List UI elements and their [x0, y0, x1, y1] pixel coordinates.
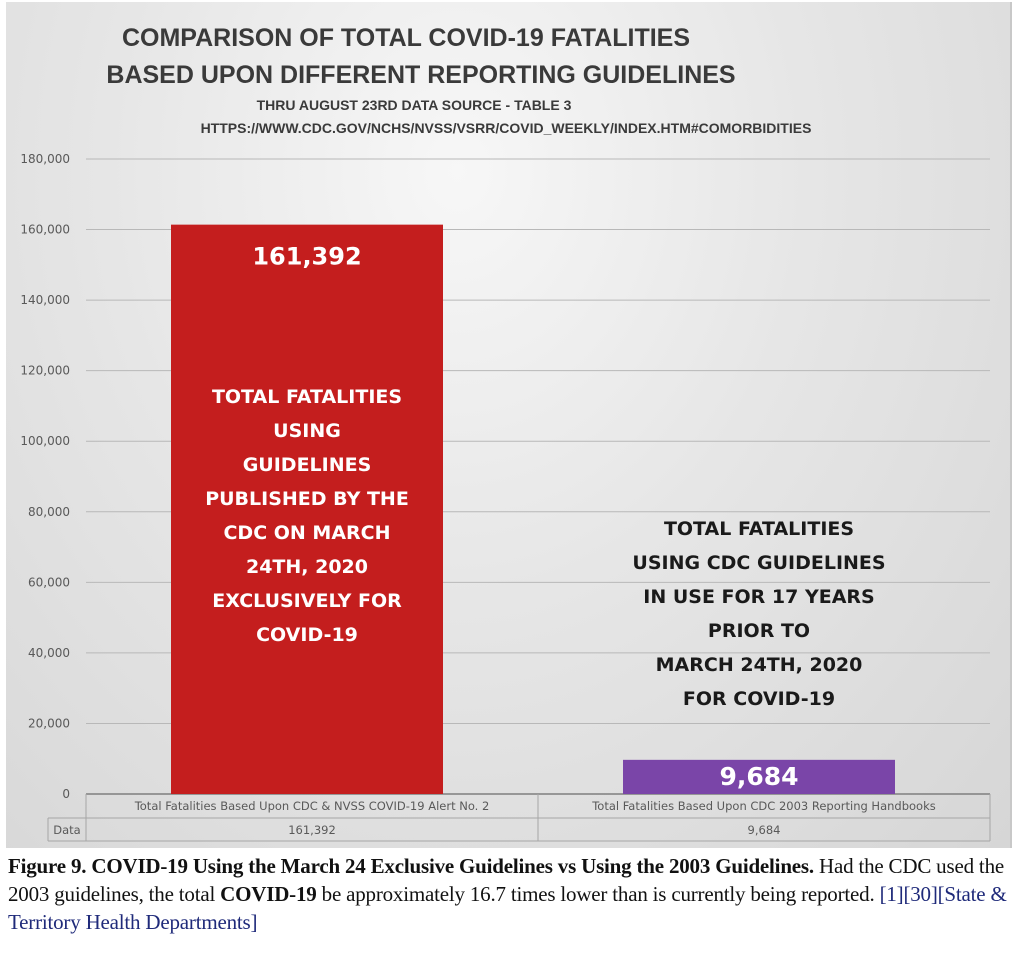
table-value-cell: 9,684 [748, 823, 781, 837]
annotation-line: GUIDELINES [243, 454, 372, 476]
y-tick-label: 180,000 [20, 152, 70, 166]
annotation-line: TOTAL FATALITIES [664, 518, 854, 540]
y-tick-label: 120,000 [20, 364, 70, 378]
annotation-line: USING [273, 420, 341, 442]
y-tick-label: 160,000 [20, 223, 70, 237]
annotation-line: 24TH, 2020 [246, 556, 368, 578]
bar-chart: COMPARISON OF TOTAL COVID-19 FATALITIES … [20, 24, 991, 842]
bar-value-label: 9,684 [719, 762, 798, 791]
citation-link-health-departments[interactable]: [State & Territory Health Departments] [8, 882, 1007, 934]
y-tick-label: 100,000 [20, 434, 70, 448]
annotation-line: PRIOR TO [708, 620, 810, 642]
caption-bold-term: COVID-19 [220, 882, 317, 906]
chart-area: COMPARISON OF TOTAL COVID-19 FATALITIES … [6, 2, 1012, 848]
annotation-line: PUBLISHED BY THE [205, 488, 409, 510]
annotation-line: EXCLUSIVELY FOR [212, 590, 402, 612]
chart-subtitle-line-1: THRU AUGUST 23RD DATA SOURCE - TABLE 3 [257, 97, 572, 113]
y-axis-ticks: 0 20,000 40,000 60,000 80,000 100,000 120,000 1… [20, 152, 70, 801]
bars: 161,392 9,684 [171, 224, 895, 794]
y-tick-label: 140,000 [20, 293, 70, 307]
caption-text-2: be approximately 16.7 times lower than i… [321, 882, 875, 906]
y-tick-label: 40,000 [28, 646, 70, 660]
y-tick-label: 0 [62, 787, 70, 801]
x-category-label: Total Fatalities Based Upon CDC & NVSS C… [134, 799, 490, 813]
annotation-line: COVID-19 [256, 624, 358, 646]
chart-title-line-1: COMPARISON OF TOTAL COVID-19 FATALITIES [122, 24, 690, 52]
citation-link-30[interactable]: [30] [903, 882, 938, 906]
table-row-header: Data [53, 823, 80, 837]
y-tick-label: 80,000 [28, 505, 70, 519]
chart-title-line-2: BASED UPON DIFFERENT REPORTING GUIDELINE… [106, 61, 735, 89]
bar-1 [171, 224, 443, 794]
data-table: Total Fatalities Based Upon CDC & NVSS C… [47, 794, 991, 842]
y-tick-label: 20,000 [28, 716, 70, 730]
figure-title: COVID-19 Using the March 24 Exclusive Gu… [91, 854, 814, 878]
annotation-line: USING CDC GUIDELINES [632, 552, 885, 574]
caption-text-1: Had the CDC used the 2003 guidelines, th… [8, 854, 1004, 906]
annotation-line: CDC ON MARCH [223, 522, 390, 544]
annotation-line: MARCH 24TH, 2020 [656, 654, 863, 676]
citation-link-1[interactable]: [1] [879, 882, 904, 906]
bar-2 [623, 759, 895, 794]
x-category-label: Total Fatalities Based Upon CDC 2003 Rep… [591, 799, 936, 813]
figure-label: Figure 9. [8, 854, 87, 878]
annotations: TOTAL FATALITIES USING GUIDELINES PUBLISHED… [205, 386, 885, 710]
annotation-line: FOR COVID-19 [683, 688, 835, 710]
y-tick-label: 60,000 [28, 575, 70, 589]
bar-value-label: 161,392 [252, 243, 361, 271]
table-value-cell: 161,392 [288, 823, 336, 837]
annotation-line: TOTAL FATALITIES [212, 386, 402, 408]
chart-title-group: COMPARISON OF TOTAL COVID-19 FATALITIES … [106, 24, 811, 136]
annotation-line: IN USE FOR 17 YEARS [643, 586, 874, 608]
figure-caption: Figure 9. COVID-19 Using the March 24 Ex… [8, 852, 1013, 936]
chart-subtitle-line-2: HTTPS://WWW.CDC.GOV/NCHS/NVSS/VSRR/COVID… [201, 120, 812, 136]
